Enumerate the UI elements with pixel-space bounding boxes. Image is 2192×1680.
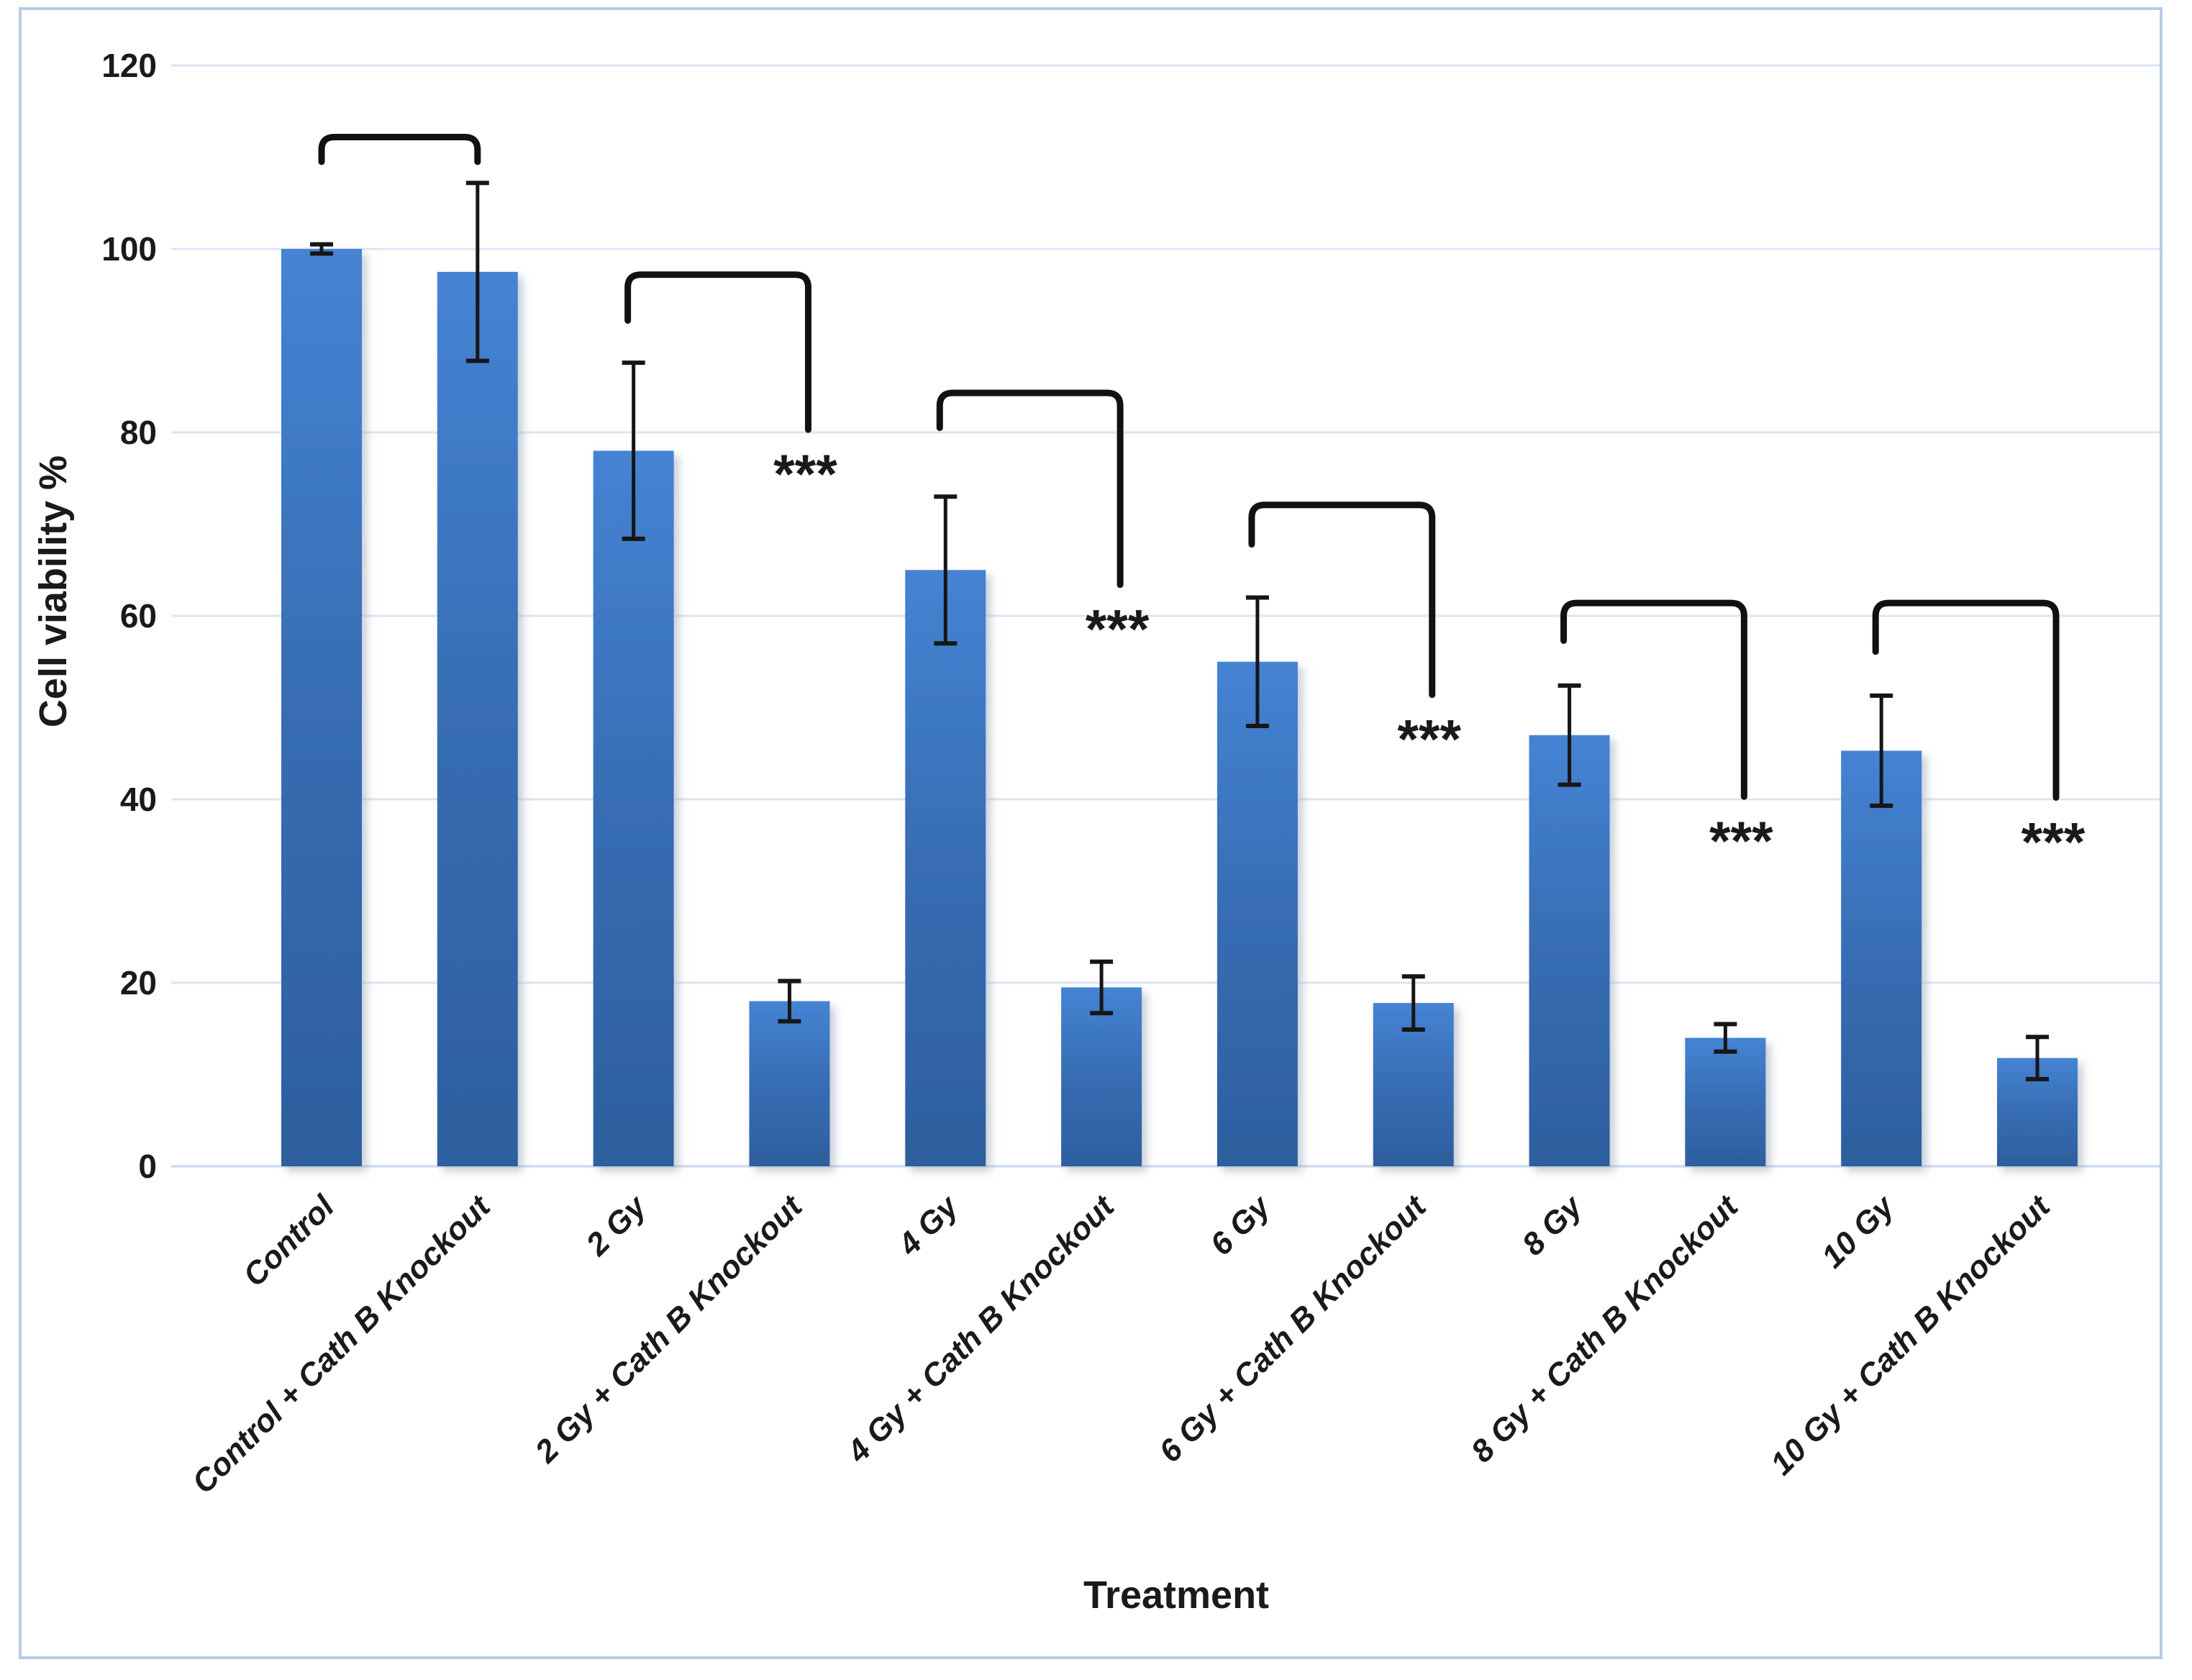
significance-bracket	[1872, 599, 2060, 801]
y-axis-title: Cell viability %	[32, 455, 75, 727]
category-label-6-gy-cath-b-knockout: 6 Gy + Cath B Knockout	[1152, 1188, 1434, 1470]
category-label-6-gy: 6 Gy	[1204, 1188, 1278, 1263]
bar-4-gy-cath-b-knockout	[1061, 987, 1142, 1166]
category-label-10-gy: 10 Gy	[1815, 1188, 1902, 1275]
error-bar	[934, 494, 958, 646]
error-bar	[1557, 683, 1581, 787]
error-bar	[310, 242, 333, 256]
bar-8-gy-cath-b-knockout	[1685, 1037, 1766, 1166]
significance-stars: ***	[2022, 812, 2086, 873]
x-axis-title: Treatment	[1083, 1574, 1269, 1617]
category-label-control: Control	[237, 1189, 342, 1294]
error-bar	[1714, 1022, 1737, 1054]
significance-stars: ***	[773, 444, 837, 505]
bars-group	[281, 249, 2078, 1166]
significance-stars: ***	[1709, 811, 1773, 872]
error-bar	[2026, 1035, 2050, 1081]
significance-bracket	[624, 271, 811, 433]
category-label-10-gy-cath-b-knockout: 10 Gy + Cath B Knockout	[1764, 1188, 2058, 1482]
bar-10-gy	[1841, 750, 1922, 1166]
y-tick-label-40: 40	[120, 781, 157, 818]
significance-bracket	[318, 133, 481, 165]
y-tick-label-100: 100	[101, 230, 157, 268]
category-label-2-gy-cath-b-knockout: 2 Gy + Cath B Knockout	[528, 1188, 810, 1470]
error-bar	[1245, 595, 1269, 728]
significance-stars: ***	[1397, 709, 1461, 771]
y-axis-tick-labels: 0 20 40 60 80 100 120	[101, 47, 157, 1185]
figure-border	[19, 7, 2163, 1659]
category-label-8-gy: 8 Gy	[1516, 1188, 1591, 1263]
error-bar	[1090, 959, 1114, 1016]
y-tick-label-120: 120	[101, 47, 157, 84]
category-label-control-cath-b-knockout: Control + Cath B Knockout	[186, 1188, 499, 1501]
bar-2-gy	[593, 450, 674, 1166]
error-bar	[1401, 974, 1425, 1032]
category-label-4-gy: 4 Gy	[891, 1188, 967, 1263]
error-bar	[465, 181, 489, 363]
y-tick-label-80: 80	[120, 414, 157, 451]
y-tick-label-60: 60	[120, 597, 157, 635]
bar-2-gy-cath-b-knockout	[749, 1001, 830, 1166]
error-bar	[622, 360, 645, 541]
significance-bracket	[1248, 501, 1436, 699]
category-label-8-gy-cath-b-knockout: 8 Gy + Cath B Knockout	[1465, 1188, 1747, 1470]
y-tick-label-20: 20	[120, 964, 157, 1002]
bar-6-gy	[1216, 661, 1298, 1166]
significance-stars: ***	[1086, 599, 1150, 660]
bar-8-gy	[1529, 735, 1610, 1166]
bar-4-gy	[905, 570, 986, 1166]
significance-bracket	[1560, 599, 1747, 800]
y-tick-label-0: 0	[138, 1148, 157, 1185]
category-label-2-gy: 2 Gy	[579, 1188, 655, 1263]
significance-bracket	[936, 389, 1124, 589]
significance-brackets-group: *** *** *** *** ***	[318, 133, 2086, 873]
category-label-4-gy-cath-b-knockout: 4 Gy + Cath B Knockout	[840, 1188, 1122, 1470]
error-bar	[778, 979, 801, 1024]
bar-control	[281, 249, 362, 1166]
error-bar	[1870, 693, 1893, 808]
bar-control-cath-b-knockout	[437, 271, 518, 1166]
error-bars-group	[310, 181, 2050, 1081]
